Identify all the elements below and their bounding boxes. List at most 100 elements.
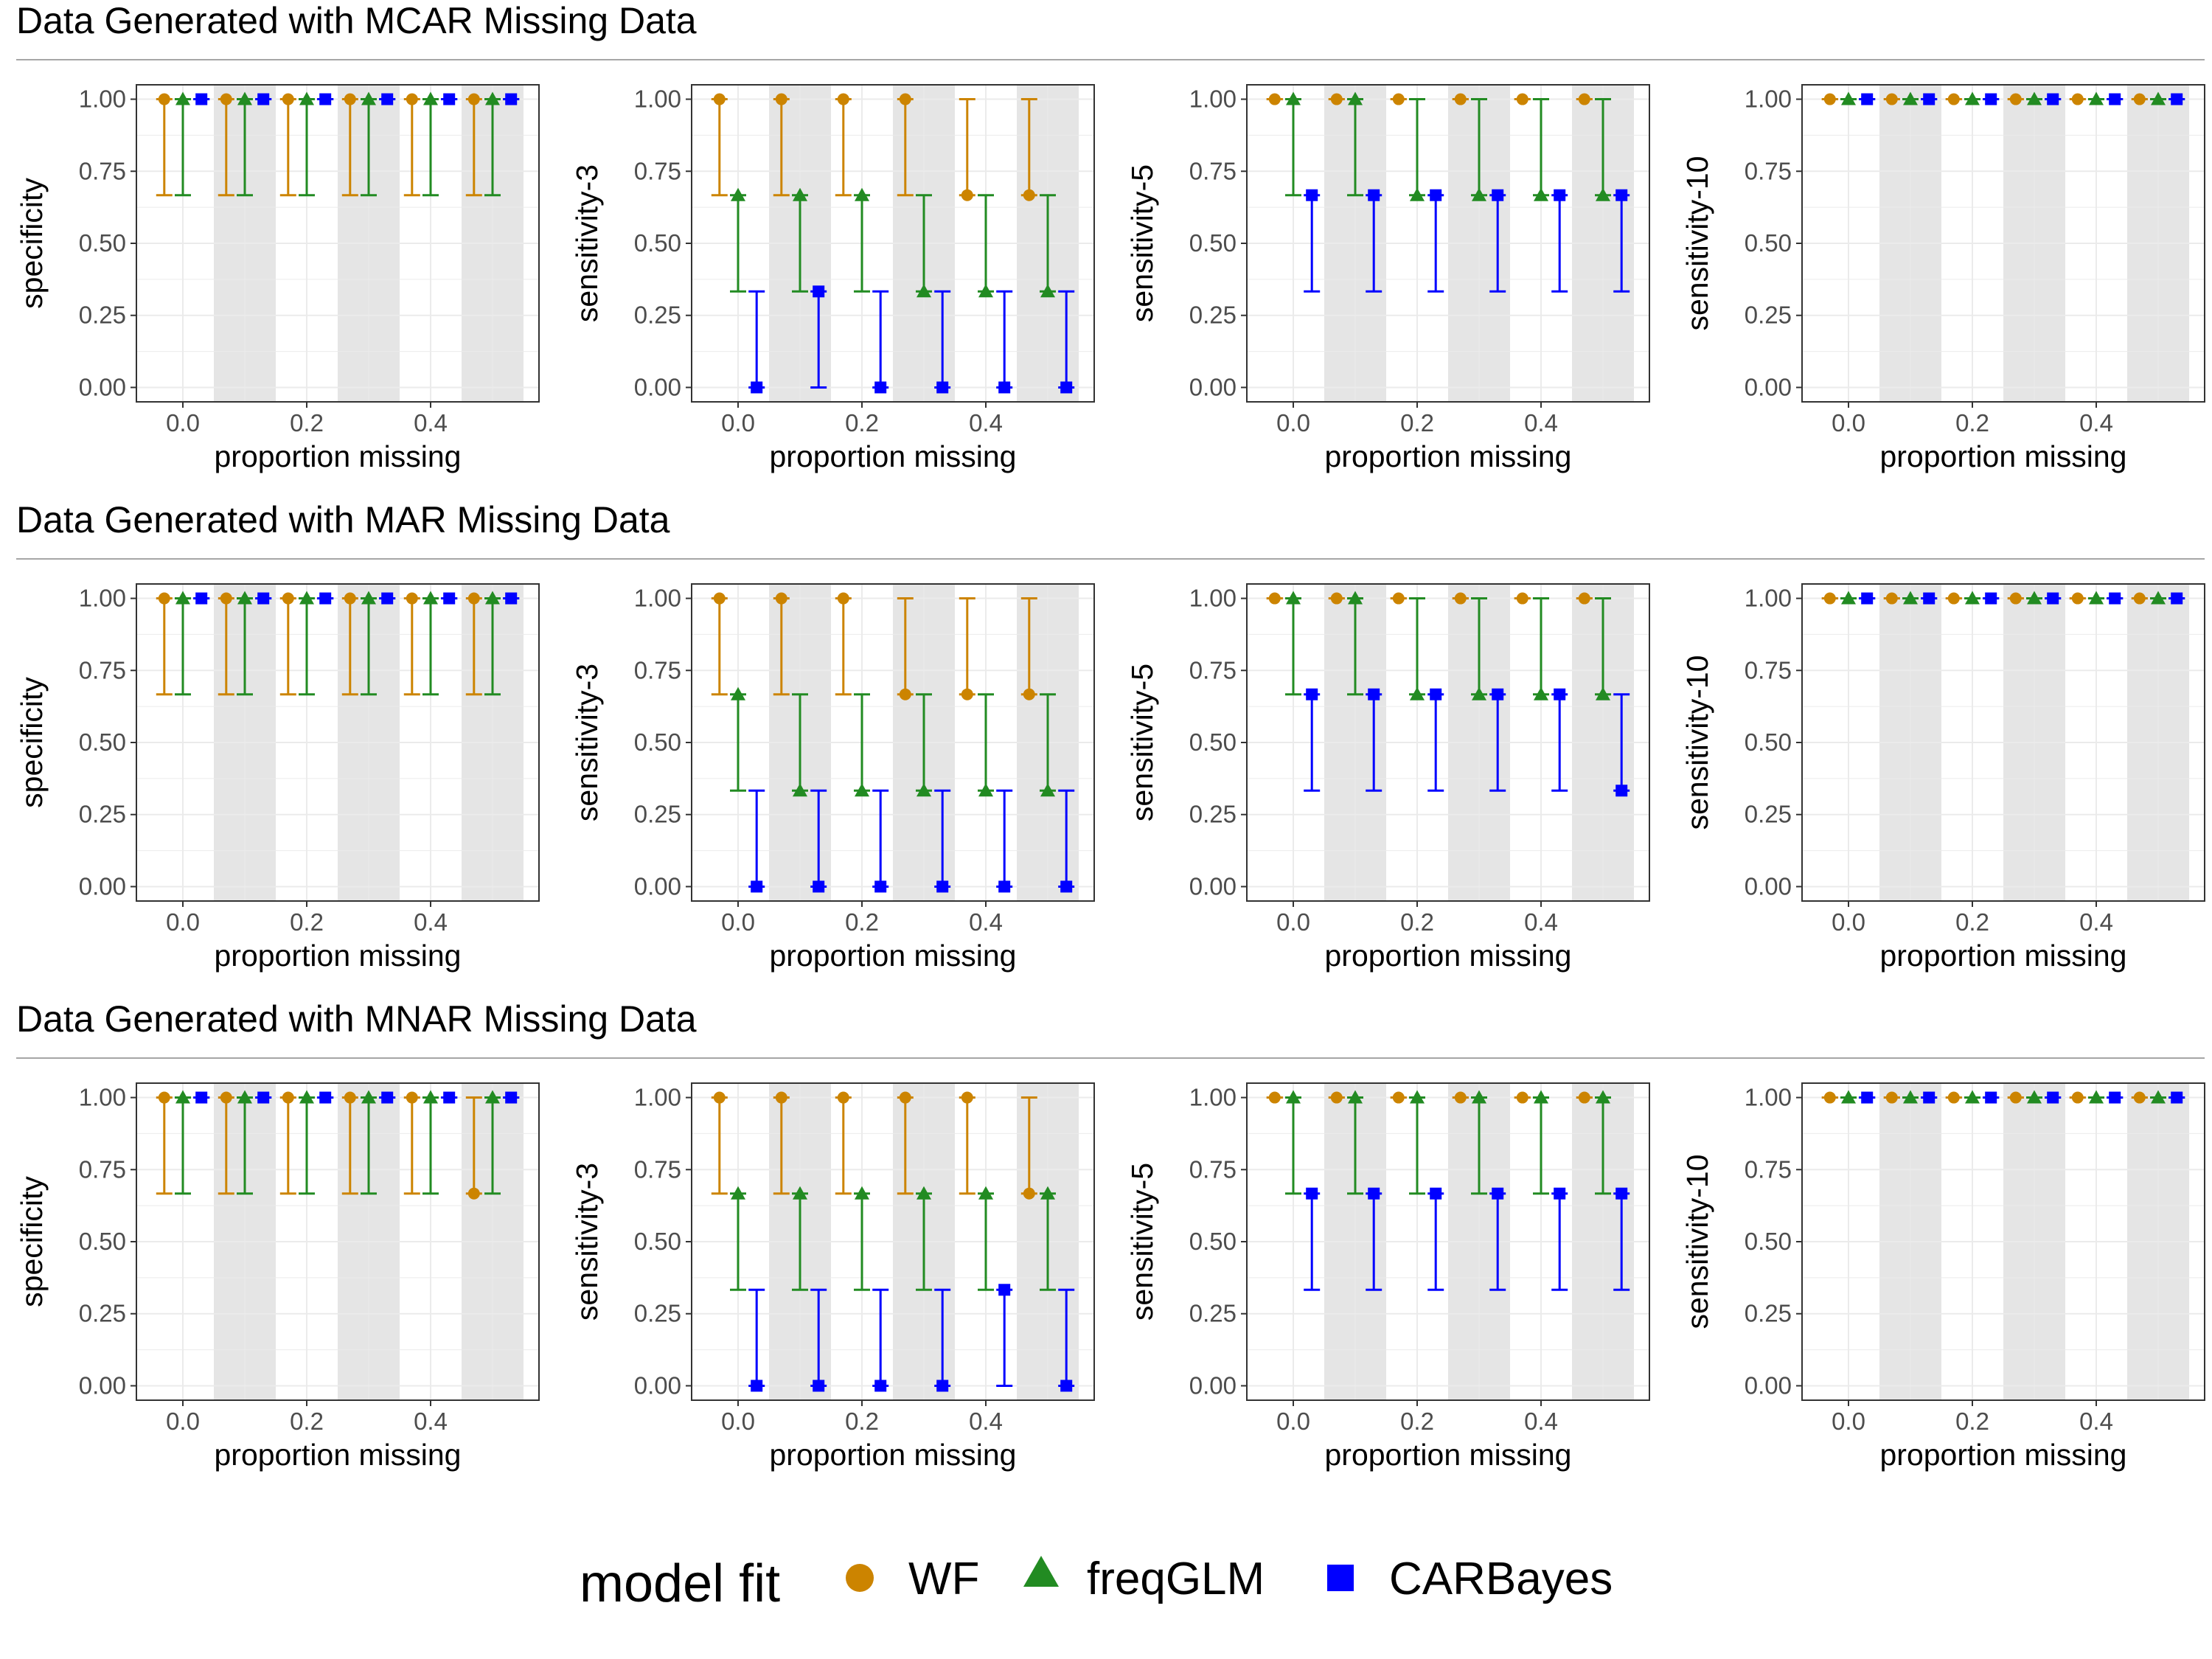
point-carbayes	[257, 1091, 270, 1104]
row-title: Data Generated with MNAR Missing Data	[16, 998, 697, 1040]
series-CARBayes	[748, 285, 1075, 394]
point-wf	[220, 93, 232, 105]
point-freqglm	[1040, 1186, 1055, 1200]
point-wf	[1268, 93, 1281, 105]
point-carbayes	[443, 93, 456, 105]
point-carbayes	[1615, 1187, 1628, 1200]
y-axis-title: sensitivity-10	[1680, 156, 1714, 331]
y-tick-label: 0.75	[1745, 1155, 1792, 1183]
point-carbayes	[874, 880, 887, 893]
panel-sensitivity-10: 0.00 0.25 0.50 0.75 1.00 0.0 0.2 0.4 proportion …	[1680, 583, 2205, 973]
point-carbayes	[874, 1380, 887, 1392]
point-freqglm	[731, 187, 745, 201]
point-wf	[1330, 93, 1343, 105]
y-tick-label: 0.75	[1745, 157, 1792, 184]
x-tick-label: 0.2	[1955, 1408, 1989, 1435]
point-wf	[1885, 93, 1898, 105]
point-carbayes	[2109, 1091, 2121, 1104]
y-tick-label: 0.25	[1189, 801, 1237, 828]
series-CARBayes	[193, 1091, 520, 1104]
point-wf	[1578, 93, 1590, 105]
point-wf	[1268, 1091, 1281, 1104]
point-wf	[961, 1091, 973, 1104]
x-tick-label: 0.0	[1832, 1408, 1865, 1435]
series-WF	[1266, 592, 1593, 605]
row-1: Data Generated with MCAR Missing Data 0.0…	[15, 0, 2205, 473]
point-carbayes	[2171, 592, 2183, 605]
y-axis-title: sensitivity-5	[1125, 1163, 1159, 1321]
point-wf	[1823, 1091, 1836, 1104]
x-tick-label: 0.4	[969, 409, 1003, 437]
x-tick-label: 0.0	[1276, 908, 1310, 936]
x-tick-label: 0.2	[290, 409, 324, 437]
x-axis-title: proportion missing	[1325, 439, 1572, 473]
point-freqglm	[731, 1186, 745, 1200]
y-axis-title: sensitivity-3	[570, 664, 604, 821]
point-wf	[158, 592, 170, 605]
point-freqglm	[1348, 91, 1363, 105]
y-tick-label: 0.00	[634, 1371, 681, 1399]
point-carbayes	[874, 381, 887, 394]
y-tick-label: 0.25	[634, 1300, 681, 1327]
x-axis-title: proportion missing	[1325, 939, 1572, 973]
point-wf	[775, 1091, 787, 1104]
x-tick-label: 0.4	[414, 409, 448, 437]
point-carbayes	[319, 1091, 332, 1104]
y-tick-label: 0.50	[634, 728, 681, 756]
series-WF	[1266, 93, 1593, 105]
panel-sensitivity-5: 0.00 0.25 0.50 0.75 1.00 0.0 0.2 0.4 proportion …	[1125, 1082, 1650, 1472]
point-carbayes	[195, 93, 208, 105]
series-freqGLM	[175, 1090, 501, 1195]
point-freqglm	[917, 783, 931, 797]
point-carbayes	[1430, 189, 1442, 201]
y-tick-label: 0.00	[79, 1371, 126, 1399]
point-wf	[1023, 1187, 1035, 1200]
point-carbayes	[381, 1091, 394, 1104]
point-freqglm	[299, 91, 314, 105]
point-carbayes	[1368, 688, 1380, 700]
point-carbayes	[1923, 93, 1935, 105]
point-freqglm	[2151, 1090, 2166, 1104]
point-carbayes	[1492, 688, 1504, 700]
point-wf	[406, 592, 418, 605]
y-tick-label: 0.75	[1189, 656, 1237, 684]
x-axis-title: proportion missing	[1880, 939, 2127, 973]
point-wf	[775, 592, 787, 605]
point-carbayes	[1430, 688, 1442, 700]
x-tick-label: 0.2	[1400, 1408, 1434, 1435]
y-tick-label: 0.50	[634, 1228, 681, 1255]
point-carbayes	[1985, 1091, 1997, 1104]
point-carbayes	[257, 592, 270, 605]
panel-sensitivity-3: 0.00 0.25 0.50 0.75 1.00 0.0 0.2 0.4 proportion …	[570, 583, 1095, 973]
x-tick-label: 0.4	[969, 1408, 1003, 1435]
point-wf	[344, 1091, 356, 1104]
point-freqglm	[1286, 591, 1301, 605]
y-tick-label: 0.00	[79, 373, 126, 400]
y-tick-label: 1.00	[1745, 585, 1792, 612]
point-wf	[2071, 1091, 2084, 1104]
y-tick-label: 0.25	[634, 302, 681, 329]
point-wf	[406, 93, 418, 105]
point-carbayes	[1923, 1091, 1935, 1104]
x-tick-label: 0.2	[845, 908, 879, 936]
point-wf	[2133, 1091, 2146, 1104]
point-carbayes	[195, 592, 208, 605]
point-carbayes	[319, 93, 332, 105]
y-axis-title: specificity	[15, 677, 49, 808]
point-carbayes	[1306, 688, 1318, 700]
legend-marker-wf	[846, 1564, 874, 1592]
x-tick-label: 0.0	[166, 1408, 200, 1435]
x-tick-label: 0.0	[721, 409, 755, 437]
x-tick-label: 0.2	[845, 409, 879, 437]
y-tick-label: 0.00	[1189, 872, 1237, 900]
y-tick-label: 0.50	[634, 229, 681, 257]
point-wf	[1516, 1091, 1528, 1104]
y-tick-label: 0.00	[1189, 1371, 1237, 1399]
y-tick-label: 0.50	[1189, 229, 1237, 257]
y-tick-label: 0.50	[79, 728, 126, 756]
y-axis-title: specificity	[15, 1176, 49, 1307]
y-tick-label: 1.00	[1189, 1084, 1237, 1111]
legend-label-freqglm: freqGLM	[1087, 1554, 1265, 1604]
y-tick-label: 0.25	[79, 1300, 126, 1327]
x-tick-label: 0.0	[166, 908, 200, 936]
